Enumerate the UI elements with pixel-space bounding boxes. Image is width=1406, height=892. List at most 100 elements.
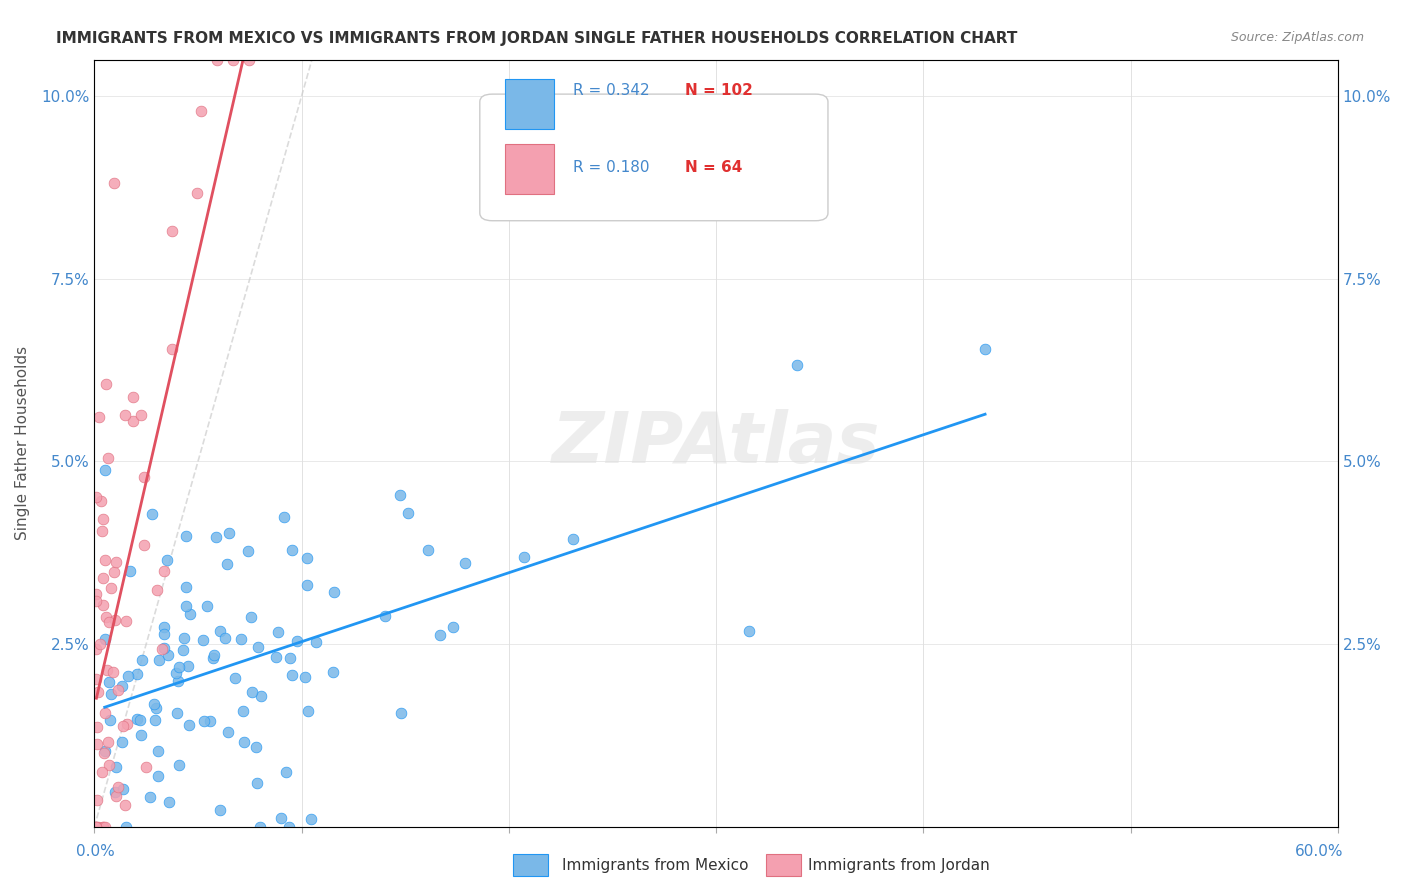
Point <box>191 632 214 647</box>
Point <box>97 734 120 748</box>
Point <box>322 584 344 599</box>
Text: R = 0.180: R = 0.180 <box>574 160 650 175</box>
Point <box>389 706 412 720</box>
Point <box>285 634 308 648</box>
Text: Immigrants from Mexico: Immigrants from Mexico <box>562 858 749 872</box>
Point <box>173 631 195 645</box>
FancyBboxPatch shape <box>505 78 554 128</box>
Point <box>167 674 190 689</box>
Point <box>786 359 808 373</box>
Point <box>93 744 115 758</box>
Text: Source: ZipAtlas.com: Source: ZipAtlas.com <box>1230 31 1364 45</box>
Point <box>111 719 134 733</box>
Point <box>141 507 163 521</box>
Point <box>107 780 129 794</box>
Point <box>148 653 170 667</box>
Point <box>249 820 271 834</box>
Point <box>112 782 135 797</box>
Point <box>131 653 153 667</box>
Point <box>145 701 167 715</box>
Text: R = 0.342: R = 0.342 <box>574 83 650 98</box>
Point <box>193 714 215 728</box>
Point <box>104 785 127 799</box>
Point <box>122 414 145 428</box>
Point <box>93 632 115 647</box>
Point <box>278 820 301 834</box>
Point <box>146 769 169 783</box>
Point <box>143 713 166 727</box>
Point <box>104 760 127 774</box>
Point <box>104 613 127 627</box>
Point <box>91 512 114 526</box>
Point <box>115 820 138 834</box>
Point <box>274 764 297 779</box>
Point <box>129 713 152 727</box>
FancyBboxPatch shape <box>505 144 554 194</box>
Text: 60.0%: 60.0% <box>1295 845 1343 859</box>
Point <box>156 552 179 566</box>
Point <box>91 599 114 613</box>
Point <box>240 685 263 699</box>
FancyBboxPatch shape <box>479 95 828 220</box>
Point <box>297 578 319 592</box>
Point <box>416 542 439 557</box>
Point <box>97 675 120 690</box>
Point <box>94 610 117 624</box>
Point <box>125 666 148 681</box>
Text: ZIPAtlas: ZIPAtlas <box>551 409 880 478</box>
Point <box>176 529 198 543</box>
Point <box>267 625 290 640</box>
Point <box>217 557 239 571</box>
Point <box>388 487 411 501</box>
Point <box>322 665 344 679</box>
Text: Immigrants from Jordan: Immigrants from Jordan <box>808 858 990 872</box>
Point <box>91 571 114 585</box>
Point <box>214 632 236 646</box>
Point <box>150 642 173 657</box>
Point <box>86 720 108 734</box>
Text: N = 102: N = 102 <box>685 83 752 98</box>
Point <box>114 409 136 423</box>
Point <box>205 53 228 67</box>
Point <box>177 718 200 732</box>
Point <box>86 642 108 657</box>
Point <box>167 758 190 772</box>
Point <box>195 599 218 614</box>
Point <box>86 820 108 834</box>
Point <box>179 607 201 621</box>
Point <box>205 530 228 544</box>
Text: 0.0%: 0.0% <box>76 845 115 859</box>
Point <box>270 811 292 825</box>
Point <box>111 680 134 694</box>
Point <box>139 790 162 805</box>
Point <box>224 671 246 685</box>
Point <box>110 734 132 748</box>
Point <box>86 737 108 751</box>
Point <box>127 712 149 726</box>
Point <box>250 689 273 703</box>
Point <box>93 706 115 720</box>
Point <box>190 103 212 118</box>
Point <box>209 803 232 817</box>
Point <box>94 820 117 834</box>
Point <box>87 410 110 425</box>
Point <box>396 506 419 520</box>
Point <box>281 542 304 557</box>
Point <box>90 765 112 780</box>
Point <box>135 760 157 774</box>
Point <box>153 564 176 578</box>
Point <box>120 564 142 578</box>
Point <box>738 624 761 638</box>
Point <box>278 651 301 665</box>
Point <box>202 648 225 662</box>
Point <box>100 581 122 595</box>
Point <box>105 789 128 803</box>
Point <box>146 744 169 758</box>
Point <box>305 634 328 648</box>
Point <box>86 672 108 686</box>
Point <box>186 186 208 201</box>
Point <box>86 820 108 834</box>
Point <box>134 538 156 552</box>
Text: IMMIGRANTS FROM MEXICO VS IMMIGRANTS FROM JORDAN SINGLE FATHER HOUSEHOLDS CORREL: IMMIGRANTS FROM MEXICO VS IMMIGRANTS FRO… <box>56 31 1018 46</box>
Point <box>86 593 108 607</box>
